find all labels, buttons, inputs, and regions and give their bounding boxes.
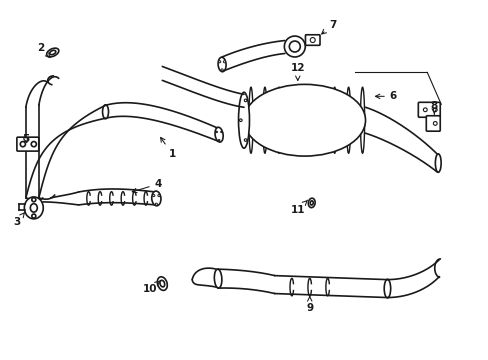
Ellipse shape <box>157 277 167 291</box>
Circle shape <box>152 194 155 197</box>
Ellipse shape <box>244 84 365 156</box>
FancyBboxPatch shape <box>426 116 439 131</box>
Ellipse shape <box>24 197 43 219</box>
Text: 12: 12 <box>290 63 305 80</box>
Circle shape <box>31 141 36 147</box>
Circle shape <box>432 108 436 112</box>
Ellipse shape <box>309 201 313 205</box>
Circle shape <box>215 131 217 133</box>
Ellipse shape <box>50 50 56 55</box>
FancyBboxPatch shape <box>305 35 319 45</box>
FancyBboxPatch shape <box>17 137 39 151</box>
Circle shape <box>221 69 223 71</box>
Circle shape <box>155 203 157 205</box>
Ellipse shape <box>160 280 164 287</box>
Ellipse shape <box>384 279 390 298</box>
FancyBboxPatch shape <box>417 102 439 117</box>
Circle shape <box>218 139 220 141</box>
Text: 6: 6 <box>375 91 396 101</box>
Text: 8: 8 <box>430 101 437 114</box>
Circle shape <box>32 214 36 218</box>
Text: 11: 11 <box>290 200 307 215</box>
Ellipse shape <box>308 198 314 208</box>
Ellipse shape <box>215 127 223 142</box>
Text: 10: 10 <box>143 281 160 293</box>
Ellipse shape <box>214 269 222 288</box>
Circle shape <box>289 41 300 52</box>
Text: 7: 7 <box>321 19 336 34</box>
Text: 3: 3 <box>13 212 25 227</box>
Text: 4: 4 <box>132 179 162 193</box>
Ellipse shape <box>218 57 225 72</box>
Circle shape <box>158 194 160 197</box>
Circle shape <box>284 36 305 57</box>
Ellipse shape <box>238 92 249 148</box>
Circle shape <box>423 108 427 112</box>
Ellipse shape <box>151 191 161 206</box>
Ellipse shape <box>30 204 37 212</box>
Ellipse shape <box>434 154 440 172</box>
Text: 2: 2 <box>37 42 50 58</box>
Circle shape <box>239 119 242 122</box>
Circle shape <box>309 37 315 42</box>
Text: 9: 9 <box>305 297 313 312</box>
Circle shape <box>20 141 25 147</box>
Circle shape <box>32 198 36 202</box>
Circle shape <box>244 99 246 102</box>
Circle shape <box>220 131 222 133</box>
Circle shape <box>244 139 246 141</box>
Text: 5: 5 <box>22 134 29 144</box>
Ellipse shape <box>102 105 108 119</box>
Circle shape <box>432 122 436 125</box>
Ellipse shape <box>46 48 59 57</box>
Circle shape <box>218 60 220 63</box>
Text: 1: 1 <box>160 138 176 159</box>
Circle shape <box>223 60 225 63</box>
